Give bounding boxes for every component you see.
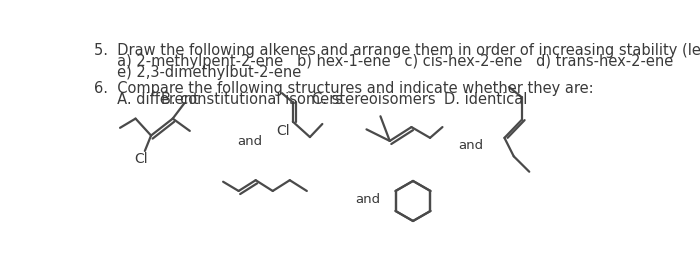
- Text: and: and: [458, 139, 483, 152]
- Text: D. identical: D. identical: [444, 92, 527, 107]
- Text: Cl: Cl: [134, 152, 148, 166]
- Text: and: and: [355, 193, 380, 206]
- Text: B. constitutional isomers: B. constitutional isomers: [161, 92, 343, 107]
- Text: e) 2,3-dimethylbut-2-ene: e) 2,3-dimethylbut-2-ene: [94, 65, 301, 80]
- Text: 5.  Draw the following alkenes and arrange them in order of increasing stability: 5. Draw the following alkenes and arrang…: [94, 43, 700, 58]
- Text: C. stereoisomers: C. stereoisomers: [312, 92, 436, 107]
- Text: 6.  Compare the following structures and indicate whether they are:: 6. Compare the following structures and …: [94, 81, 594, 96]
- Text: and: and: [237, 135, 262, 148]
- Text: a) 2-methylpent-2-ene   b) hex-1-ene   c) cis-hex-2-ene   d) trans-hex-2-ene: a) 2-methylpent-2-ene b) hex-1-ene c) ci…: [94, 54, 673, 69]
- Text: Cl: Cl: [276, 124, 290, 138]
- Text: A. different: A. different: [94, 92, 199, 107]
